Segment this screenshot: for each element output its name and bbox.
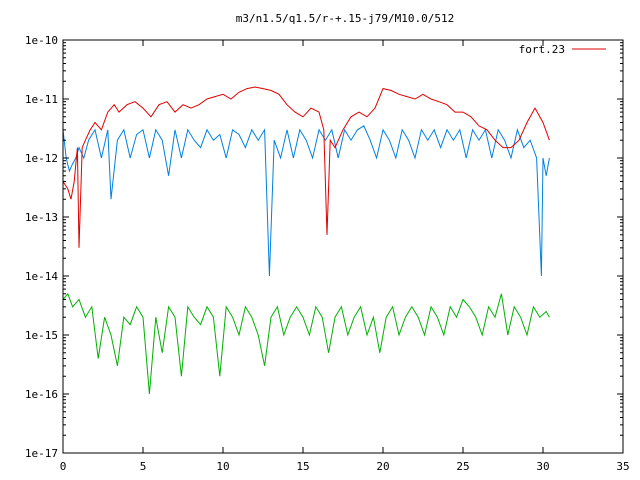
legend: fort.23 [519,43,606,56]
series-layer [62,86,550,395]
x-tick-label: 25 [456,460,469,473]
chart-title: m3/n1.5/q1.5/r-+.15-j79/M10.0/512 [236,12,455,25]
ticks-layer: 1e-17 1e-16 1e-15 1e-14 1e-13 1e-12 1e-11 1e-10… [25,34,630,473]
legend-label: fort.23 [519,43,565,56]
x-tick-label: 35 [616,460,629,473]
x-tick-label: 5 [140,460,147,473]
x-tick-label: 30 [536,460,549,473]
y-tick-label: 1e-12 [25,152,58,165]
x-tick-label: 20 [376,460,389,473]
y-tick-label: 1e-17 [25,447,58,460]
x-tick-label: 15 [296,460,309,473]
series-line-1 [62,125,550,277]
y-tick-label: 1e-10 [25,34,58,47]
y-tick-label: 1e-11 [25,93,58,106]
y-tick-label: 1e-16 [25,388,58,401]
series-line-0 [62,86,550,248]
x-tick-label: 0 [60,460,67,473]
y-tick-label: 1e-13 [25,211,58,224]
plot-frame [62,39,624,454]
x-tick-label: 10 [216,460,229,473]
y-tick-label: 1e-15 [25,329,58,342]
series-line-2 [62,292,550,395]
y-tick-label: 1e-14 [25,270,58,283]
